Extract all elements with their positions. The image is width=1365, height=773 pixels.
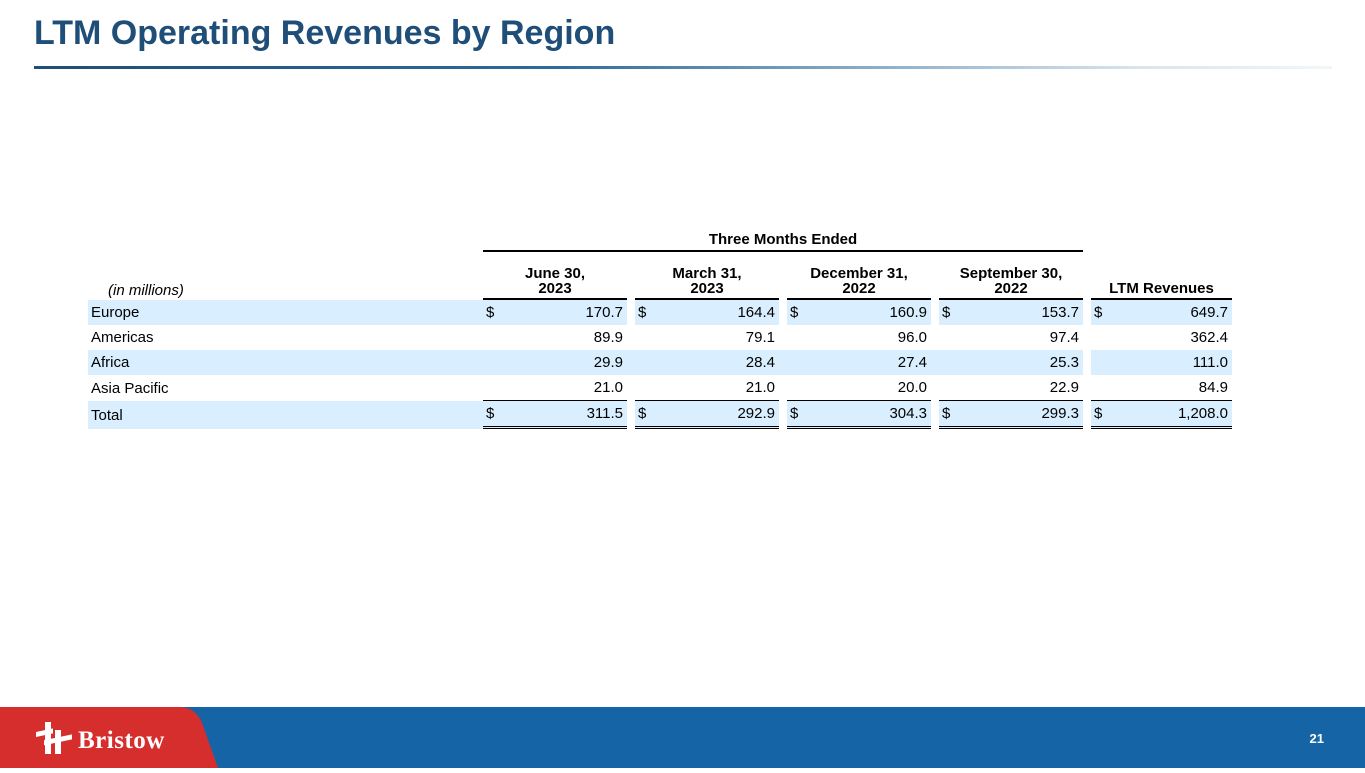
revenue-table: Three Months Ended (in millions) June 30… <box>88 228 1232 429</box>
table-cell: 21.0 <box>502 375 627 401</box>
row-label: Africa <box>88 350 483 375</box>
column-header: December 31, 2022 <box>787 252 931 300</box>
currency-symbol: $ <box>483 300 502 325</box>
currency-symbol: $ <box>483 401 502 429</box>
currency-symbol: $ <box>939 300 958 325</box>
group-header-row: Three Months Ended <box>88 228 1232 252</box>
table-cell: 311.5 <box>502 401 627 429</box>
ltm-cell: 1,208.0 <box>1110 401 1232 429</box>
currency-symbol: $ <box>1091 300 1110 325</box>
currency-symbol: $ <box>939 401 958 429</box>
table-cell: 22.9 <box>958 375 1083 401</box>
ltm-cell: 649.7 <box>1110 300 1232 325</box>
logo-panel: Bristow <box>0 707 220 768</box>
logo-panel-shape <box>0 707 218 768</box>
table-row: Africa 29.9 28.4 27.4 25.3 111.0 <box>88 350 1232 375</box>
ltm-cell: 362.4 <box>1190 329 1228 346</box>
total-row: Total $ 311.5 $ 292.9 $ 304.3 $ 299.3 $ … <box>88 401 1232 429</box>
bristow-logo-icon <box>36 722 72 754</box>
page-number: 21 <box>1309 731 1324 746</box>
table-cell: 25.3 <box>958 350 1083 375</box>
title-divider <box>34 66 1332 69</box>
currency-symbol: $ <box>787 300 806 325</box>
ltm-cell: 111.0 <box>1110 350 1232 375</box>
column-header: March 31, 2023 <box>635 252 779 300</box>
currency-symbol: $ <box>787 401 806 429</box>
company-logo-text: Bristow <box>78 727 165 754</box>
currency-symbol: $ <box>635 401 654 429</box>
table-row: Americas 89.9 79.1 96.0 97.4 362.4 <box>88 325 1232 350</box>
unit-label: (in millions) <box>108 282 184 299</box>
footer-bar: Bristow 21 <box>0 707 1365 768</box>
group-header: Three Months Ended <box>483 228 1083 252</box>
column-header-row: (in millions) June 30, 2023 March 31, 2023… <box>88 252 1232 300</box>
row-label: Americas <box>91 329 154 346</box>
table-cell: 299.3 <box>958 401 1083 429</box>
table-cell: 27.4 <box>806 350 931 375</box>
table-cell: 20.0 <box>806 375 931 401</box>
table-row: Asia Pacific 21.0 21.0 20.0 22.9 84.9 <box>88 375 1232 401</box>
column-header: June 30, 2023 <box>483 252 627 300</box>
ltm-cell: 84.9 <box>1110 375 1232 401</box>
table-cell: 79.1 <box>745 329 775 346</box>
table-cell: 96.0 <box>897 329 927 346</box>
table-cell: 170.7 <box>502 300 627 325</box>
currency-symbol: $ <box>635 300 654 325</box>
table-cell: 304.3 <box>806 401 931 429</box>
table-cell: 89.9 <box>593 329 623 346</box>
table-cell: 21.0 <box>654 375 779 401</box>
table-cell: 29.9 <box>502 350 627 375</box>
revenue-table-container: Three Months Ended (in millions) June 30… <box>88 228 1232 429</box>
page-title: LTM Operating Revenues by Region <box>34 14 616 52</box>
row-label: Total <box>88 401 483 429</box>
table-cell: 153.7 <box>958 300 1083 325</box>
table-cell: 97.4 <box>1049 329 1079 346</box>
table-cell: 160.9 <box>806 300 931 325</box>
ltm-header: LTM Revenues <box>1091 252 1232 300</box>
table-cell: 28.4 <box>654 350 779 375</box>
table-cell: 164.4 <box>654 300 779 325</box>
row-label: Asia Pacific <box>91 379 169 397</box>
row-label: Europe <box>88 300 483 325</box>
currency-symbol: $ <box>1091 401 1110 429</box>
table-row: Europe $ 170.7 $ 164.4 $ 160.9 $ 153.7 $… <box>88 300 1232 325</box>
column-header: September 30, 2022 <box>939 252 1083 300</box>
table-cell: 292.9 <box>654 401 779 429</box>
